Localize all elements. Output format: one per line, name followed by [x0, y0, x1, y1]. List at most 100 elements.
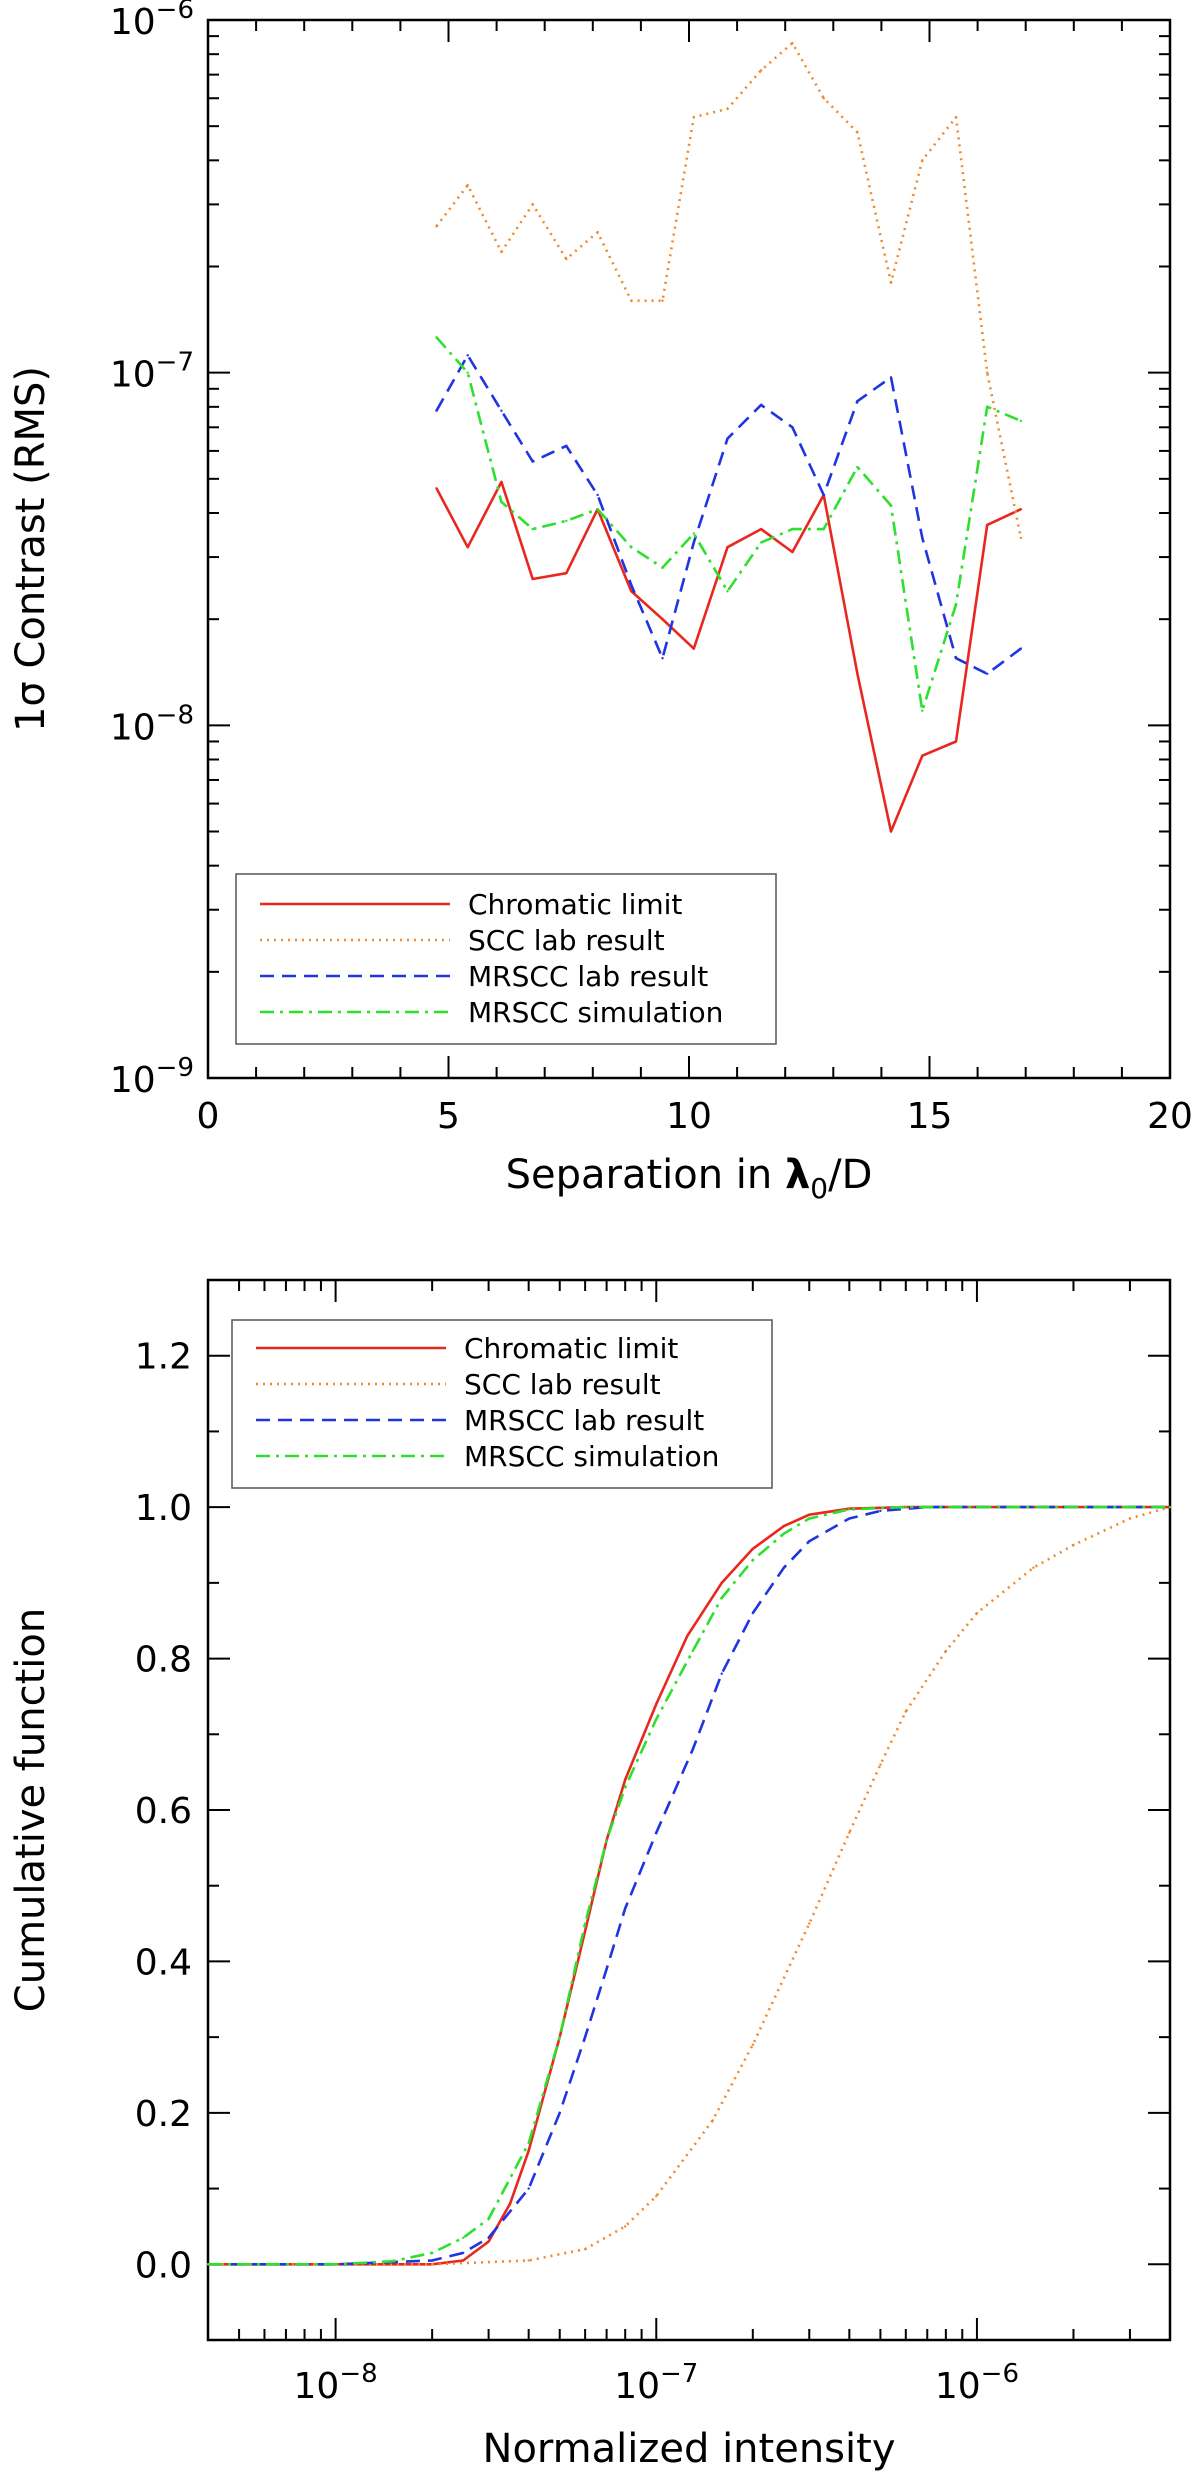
data-point-scc-lab-result [655, 2194, 658, 2198]
data-point-scc-lab-result [623, 2225, 627, 2228]
series-line-mrscc-simulation [435, 336, 1022, 713]
y-tick-label-exp: −6 [156, 0, 194, 25]
data-point-mrscc-simulation [822, 527, 825, 531]
data-point-chromatic-limit [726, 545, 729, 549]
x-tick-label-base: 10 [935, 2366, 981, 2407]
data-point-mrscc-simulation [500, 500, 503, 504]
data-point-scc-lab-result [1032, 1566, 1035, 1569]
data-point-mrscc-lab-result [720, 1672, 723, 1675]
y-tick-label: 1.0 [135, 1488, 192, 1529]
data-point-mrscc-simulation [565, 519, 568, 523]
data-point-mrscc-lab-result [531, 460, 534, 463]
y-tick-label: 10−9 [110, 1053, 194, 1101]
data-point-mrscc-simulation [791, 527, 794, 531]
data-point-mrscc-simulation [435, 336, 438, 339]
series-line-scc-lab-result [208, 1505, 1171, 2266]
data-point-mrscc-simulation [390, 2260, 394, 2263]
data-point-chromatic-limit [692, 647, 696, 650]
data-point-scc-lab-result [661, 299, 664, 302]
data-point-scc-lab-result [565, 257, 568, 261]
data-point-scc-lab-result [808, 1922, 811, 1925]
series-line-chromatic-limit [435, 480, 1022, 833]
data-point-scc-lab-result [630, 299, 633, 302]
data-point-scc-lab-result [430, 2263, 434, 2266]
x-tick-label: 0 [197, 1096, 220, 1137]
data-point-mrscc-lab-result [879, 1509, 882, 1513]
data-point-scc-lab-result [856, 131, 859, 134]
data-point-mrscc-simulation [751, 1558, 755, 1562]
data-point-chromatic-limit [782, 1524, 786, 1528]
data-point-mrscc-simulation [623, 1786, 627, 1789]
cumulative-chart: 10−8 10−7 10−60.00.20.40.60.81.01.2 Chromat… [8, 1278, 1172, 2472]
data-point-scc-lab-result [954, 116, 958, 119]
data-point-chromatic-limit [921, 754, 924, 757]
data-point-mrscc-lab-result [435, 409, 438, 412]
data-point-mrscc-simulation [692, 532, 696, 535]
data-point-mrscc-lab-result [565, 444, 568, 448]
data-point-mrscc-simulation [986, 405, 989, 409]
legend-label-mrscc-lab-result: MRSCC lab result [468, 960, 708, 993]
data-point-mrscc-simulation [206, 2263, 210, 2266]
legend-label-chromatic-limit: Chromatic limit [468, 888, 682, 921]
x-tick-label-base: 10 [614, 2366, 660, 2407]
data-point-mrscc-lab-result [605, 1967, 608, 1971]
x-tick-label: 10−8 [294, 2359, 378, 2407]
series-line-mrscc-lab-result [208, 1505, 1170, 2266]
data-point-mrscc-simulation [954, 603, 958, 606]
data-point-mrscc-simulation [334, 2263, 337, 2266]
x-tick-label-base: 10 [294, 2366, 340, 2407]
data-point-mrscc-lab-result [954, 657, 958, 660]
data-point-chromatic-limit [487, 2240, 490, 2243]
x-tick-label: 5 [437, 1096, 460, 1137]
data-point-scc-lab-result [711, 2119, 714, 2122]
data-point-chromatic-limit [435, 487, 438, 490]
y-axis-label: Cumulative function [8, 1608, 54, 2012]
data-point-chromatic-limit [759, 527, 763, 531]
x-tick-label: 10−7 [614, 2359, 698, 2407]
x-tick-label: 20 [1147, 1096, 1193, 1137]
data-point-scc-lab-result [889, 281, 893, 284]
x-axis-label-suffix: /D [828, 1152, 872, 1198]
data-point-scc-lab-result [500, 250, 503, 254]
legend-label-chromatic-limit: Chromatic limit [464, 1332, 678, 1365]
legend-label-mrscc-simulation: MRSCC simulation [468, 996, 723, 1029]
data-point-mrscc-lab-result [430, 2259, 434, 2262]
y-tick-label: 1.2 [135, 1337, 192, 1378]
data-point-chromatic-limit [954, 740, 958, 743]
data-point-chromatic-limit [500, 480, 503, 484]
data-point-mrscc-simulation [487, 2217, 490, 2221]
y-axis-label: 1σ Contrast (RMS) [8, 366, 54, 732]
y-tick-label: 10−7 [110, 348, 194, 396]
data-point-scc-lab-result [759, 69, 763, 72]
data-point-mrscc-simulation [558, 2035, 561, 2039]
data-point-scc-lab-result [822, 97, 825, 100]
data-point-scc-lab-result [944, 1649, 948, 1653]
x-axis-label: Normalized intensity [483, 2426, 896, 2472]
data-point-mrscc-lab-result [759, 403, 763, 407]
data-point-mrscc-simulation [848, 1508, 851, 1511]
y-tick-label-exp: −7 [156, 348, 194, 378]
data-point-mrscc-lab-result [527, 2187, 530, 2190]
data-point-scc-lab-result [1019, 536, 1023, 540]
data-point-mrscc-simulation [596, 508, 599, 511]
data-point-scc-lab-result [435, 225, 438, 228]
y-tick-label-base: 10 [110, 355, 156, 396]
x-tick-label: 15 [907, 1096, 953, 1137]
y-tick-label: 10−6 [110, 0, 194, 43]
series-line-mrscc-simulation [208, 1505, 1170, 2266]
data-point-chromatic-limit [466, 545, 469, 549]
data-point-scc-lab-result [527, 2259, 530, 2262]
data-point-mrscc-simulation [975, 1505, 979, 1509]
data-point-mrscc-lab-result [596, 493, 599, 497]
data-point-scc-lab-result [904, 1710, 907, 1713]
data-point-mrscc-simulation [605, 1839, 608, 1842]
y-tick-label: 0.2 [135, 2094, 192, 2135]
data-point-mrscc-simulation [527, 2141, 530, 2145]
data-point-mrscc-simulation [904, 1505, 907, 1509]
legend-label-mrscc-lab-result: MRSCC lab result [464, 1404, 704, 1437]
data-point-chromatic-limit [889, 830, 893, 833]
data-point-mrscc-simulation [1019, 419, 1023, 423]
y-tick-label: 10−8 [110, 700, 194, 748]
data-point-mrscc-lab-result [692, 541, 696, 544]
data-point-chromatic-limit [527, 2149, 530, 2152]
